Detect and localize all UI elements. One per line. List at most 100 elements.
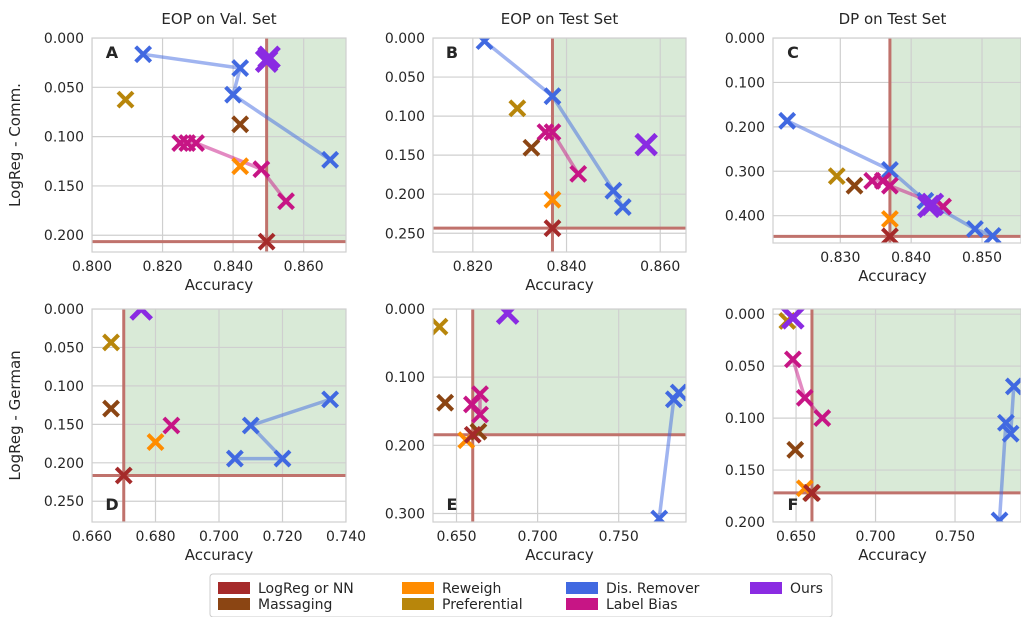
point-marker xyxy=(543,87,562,106)
legend-label: Preferential xyxy=(442,597,523,613)
panel-letter: B xyxy=(446,43,458,62)
point-marker xyxy=(522,138,541,157)
plot-area xyxy=(433,38,686,252)
legend-label: LogReg or NN xyxy=(258,581,354,597)
x-axis-label: Accuracy xyxy=(185,276,254,294)
point-marker xyxy=(966,220,984,238)
axes-frame xyxy=(432,37,687,253)
point-marker xyxy=(845,176,864,195)
y-tick-label: 0.150 xyxy=(385,148,425,164)
point-marker xyxy=(231,59,250,77)
series-line xyxy=(142,52,332,162)
legend-swatch xyxy=(566,582,598,594)
point-marker xyxy=(321,390,340,409)
series-line xyxy=(483,39,625,208)
point-marker xyxy=(273,449,292,468)
x-tick-label: 0.820 xyxy=(143,259,183,275)
legend-swatch xyxy=(566,598,598,610)
x-axis-label: Accuracy xyxy=(858,267,927,285)
panel-title: DP on Test Set xyxy=(839,10,947,28)
y-tick-label: 0.200 xyxy=(44,228,84,244)
favorable-region xyxy=(811,309,1021,493)
x-tick-label: 0.650 xyxy=(436,529,476,545)
y-tick-label: 0.100 xyxy=(44,130,84,146)
legend-label: Massaging xyxy=(258,597,332,613)
point-marker xyxy=(114,466,133,485)
x-tick-label: 0.750 xyxy=(935,529,975,545)
y-tick-label: 0.100 xyxy=(725,75,765,91)
point-marker xyxy=(471,385,489,404)
legend-label: Dis. Remover xyxy=(606,581,700,597)
point-marker xyxy=(543,219,562,238)
x-tick-label: 0.660 xyxy=(72,529,112,545)
favorable-region xyxy=(889,38,1021,237)
favorable-region xyxy=(266,38,346,242)
point-marker xyxy=(433,317,449,336)
panel-letter: C xyxy=(787,43,799,62)
point-marker xyxy=(231,157,250,176)
point-marker xyxy=(783,350,802,369)
x-axis-label: Accuracy xyxy=(525,546,594,564)
point-marker xyxy=(224,85,243,104)
point-marker xyxy=(495,309,520,325)
x-tick-label: 0.850 xyxy=(962,250,1002,266)
y-tick-label: 0.150 xyxy=(44,417,84,433)
point-marker xyxy=(187,134,205,152)
point-marker xyxy=(990,511,1009,522)
panel-letter: D xyxy=(105,495,118,514)
x-tick-label: 0.840 xyxy=(891,250,931,266)
point-marker xyxy=(436,393,455,412)
axes-frame xyxy=(772,308,1021,523)
legend-swatch xyxy=(218,598,250,610)
point-marker xyxy=(920,192,945,217)
axes-frame xyxy=(91,37,347,253)
x-tick-label: 0.650 xyxy=(776,529,816,545)
legend-swatch xyxy=(402,598,434,610)
point-marker xyxy=(543,123,562,142)
legend-swatch xyxy=(218,582,250,594)
panel-letter: E xyxy=(447,495,458,514)
plot-area xyxy=(773,309,1021,522)
y-tick-label: 0.250 xyxy=(385,226,425,242)
panel-e: 0.650 0.700 0.750 0.000 0.100 0.200 0.300 Accur… xyxy=(385,302,687,564)
y-tick-label: 0.400 xyxy=(725,209,765,225)
point-marker xyxy=(827,167,846,186)
legend-label: Label Bias xyxy=(606,597,678,613)
y-tick-label: 0.200 xyxy=(385,187,425,203)
point-marker xyxy=(983,226,1002,243)
y-tick-label: 0.050 xyxy=(725,359,765,375)
x-tick-label: 0.700 xyxy=(518,529,558,545)
point-marker xyxy=(463,425,482,444)
panel-letter: F xyxy=(788,495,799,514)
point-marker xyxy=(471,405,489,424)
x-tick-label: 0.720 xyxy=(262,529,302,545)
y-tick-label: 0.100 xyxy=(725,411,765,427)
point-marker xyxy=(102,399,120,418)
panel-f: 0.650 0.700 0.750 0.000 0.050 0.100 0.150 0.200… xyxy=(725,307,1021,564)
point-marker xyxy=(813,409,832,428)
point-marker xyxy=(778,111,797,130)
y-tick-label: 0.000 xyxy=(725,31,765,47)
point-marker xyxy=(171,134,190,152)
legend-swatch xyxy=(750,582,782,594)
point-marker xyxy=(231,115,250,134)
x-tick-label: 0.680 xyxy=(135,529,175,545)
point-marker xyxy=(102,333,120,352)
point-marker xyxy=(634,132,658,157)
point-marker xyxy=(116,90,135,109)
legend-swatch xyxy=(402,582,434,594)
point-marker xyxy=(241,416,260,435)
x-tick-label: 0.700 xyxy=(199,529,239,545)
legend-label: Reweigh xyxy=(442,581,501,597)
x-tick-label: 0.860 xyxy=(284,259,324,275)
panel-title: EOP on Val. Set xyxy=(161,10,276,28)
point-marker xyxy=(781,309,805,330)
y-tick-label: 0.000 xyxy=(44,31,84,47)
point-marker xyxy=(880,176,899,195)
favorable-region xyxy=(472,309,686,435)
y-tick-label: 0.000 xyxy=(385,31,425,47)
point-marker xyxy=(134,45,153,64)
panel-d: 0.660 0.680 0.700 0.720 0.740 0.000 0.050 0.100… xyxy=(6,302,366,564)
